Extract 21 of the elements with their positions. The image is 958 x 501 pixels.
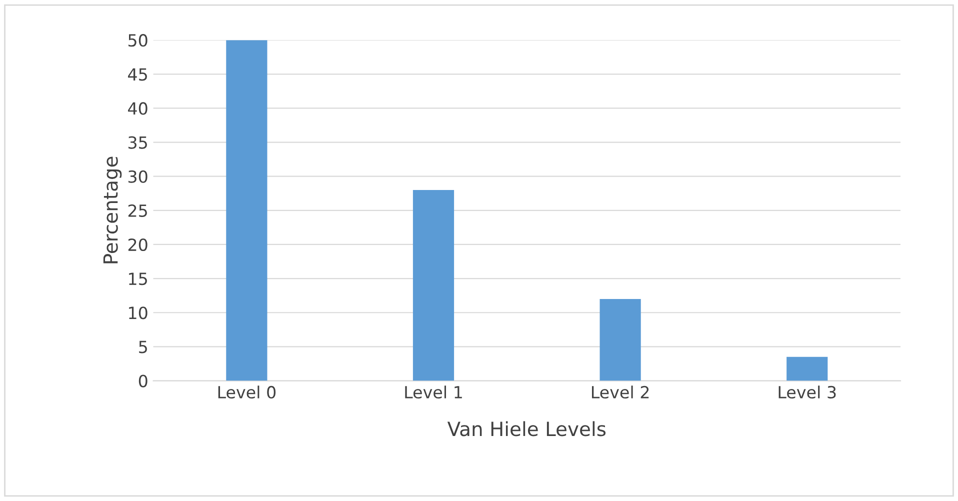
bar — [226, 40, 268, 381]
x-tick-label: Level 1 — [405, 386, 462, 399]
y-tick-label: 25 — [128, 204, 147, 217]
y-tick-label: 0 — [138, 374, 148, 388]
y-axis-title: Percentage — [103, 156, 122, 264]
y-tick-label: 20 — [128, 238, 148, 252]
y-tick-label: 5 — [139, 340, 147, 354]
x-axis-title: Van Hiele Levels — [447, 421, 606, 436]
y-tick-label: 35 — [128, 136, 147, 149]
y-tick-label: 30 — [128, 170, 148, 183]
y-tick-label: 40 — [128, 102, 148, 115]
x-tick-label: Level 3 — [778, 386, 836, 399]
y-tick-label: 45 — [128, 68, 147, 81]
y-tick-label: 50 — [128, 34, 148, 47]
bar — [786, 356, 828, 381]
y-tick-label: 15 — [129, 272, 147, 286]
bar — [600, 298, 641, 381]
bar — [412, 190, 454, 381]
x-tick-label: Level 0 — [218, 386, 276, 399]
x-tick-label: Level 2 — [592, 386, 649, 399]
y-tick-label: 10 — [129, 306, 148, 320]
